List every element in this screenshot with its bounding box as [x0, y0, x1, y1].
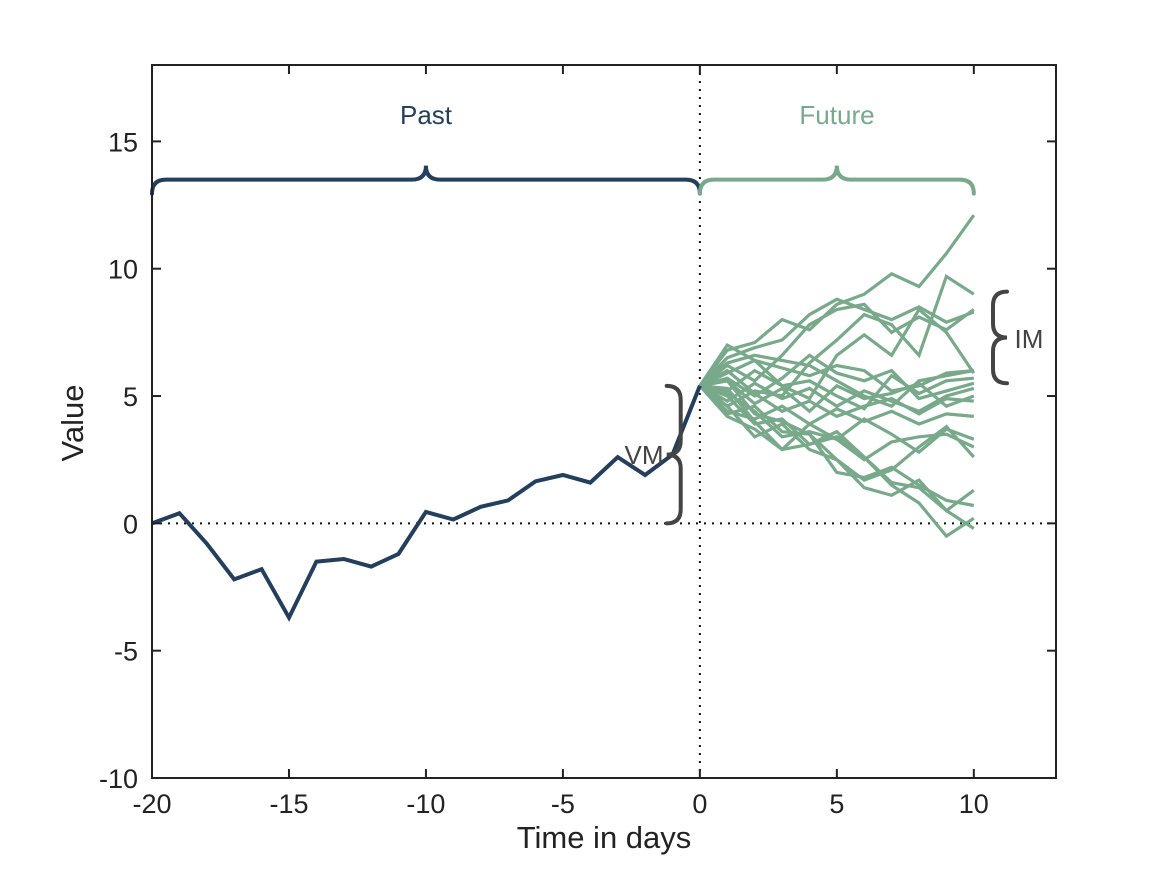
future-label: Future	[799, 100, 874, 130]
x-tick-label: 10	[959, 789, 989, 819]
past-series	[151, 385, 702, 622]
im-label: IM	[1015, 324, 1044, 354]
x-tick-label: -15	[269, 789, 308, 819]
x-tick-label: -10	[406, 789, 445, 819]
future-path	[699, 379, 975, 414]
x-tick-label: 5	[829, 789, 844, 819]
future-path	[698, 214, 976, 387]
y-tick-label: -10	[99, 764, 138, 794]
vm-label: VM	[625, 440, 664, 470]
reference-lines	[152, 65, 1056, 778]
future-brace	[697, 165, 976, 196]
axes-frame	[151, 64, 1057, 779]
plot-area-frame	[151, 64, 1057, 779]
x-tick-label: -20	[132, 789, 171, 819]
future-path	[698, 353, 975, 409]
future-path	[698, 297, 975, 387]
future-path	[699, 384, 975, 539]
y-tick-label: 15	[108, 127, 138, 157]
y-tick-label: 5	[123, 382, 138, 412]
future-simulation-paths	[698, 214, 976, 539]
past-line	[151, 385, 702, 622]
past-brace	[150, 165, 702, 196]
future-path	[698, 307, 976, 401]
x-axis-label: Time in days	[517, 820, 692, 855]
y-axis-label: Value	[55, 385, 90, 462]
x-tick-label: 0	[692, 789, 707, 819]
y-tick-label: -5	[114, 637, 138, 667]
y-tick-label: 0	[123, 509, 138, 539]
future-path	[699, 368, 974, 419]
axis-ticks: -20 -15 -10 -5 0 5 10 -10 -5 0 5 10 15	[99, 65, 1056, 819]
past-label: Past	[400, 100, 453, 130]
future-path	[699, 353, 975, 401]
vm-brace	[664, 383, 683, 526]
x-tick-label: -5	[551, 789, 575, 819]
future-path	[699, 384, 975, 530]
im-brace	[990, 289, 1009, 386]
future-path	[699, 358, 974, 393]
y-tick-label: 10	[108, 255, 138, 285]
